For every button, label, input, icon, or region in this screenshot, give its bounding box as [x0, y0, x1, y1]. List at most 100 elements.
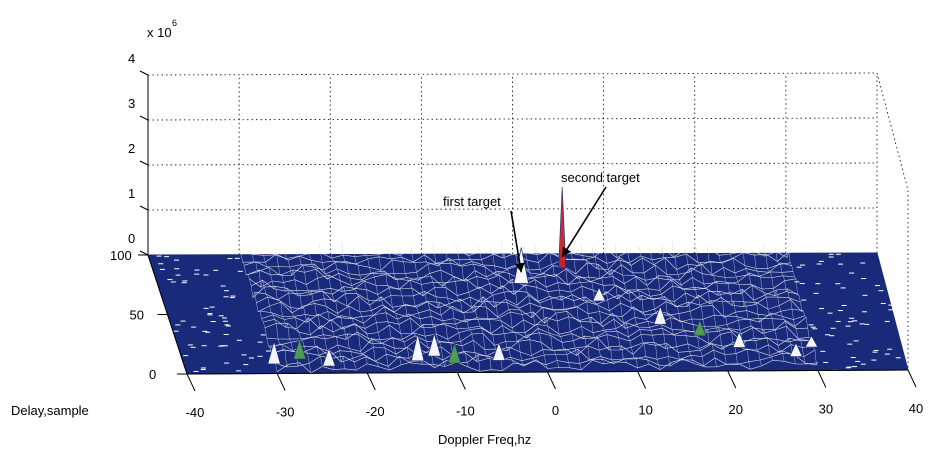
x-axis-label: Doppler Freq,hz [438, 432, 531, 447]
annotation-second-target: second target [561, 170, 640, 185]
z-tick-mark [139, 115, 149, 121]
x-tick-mark [186, 373, 196, 392]
z-tick-label: 0 [128, 231, 135, 246]
x-tick-label: 10 [638, 403, 652, 418]
mesh-col-line [455, 245, 492, 370]
x-tick-mark [817, 370, 827, 388]
mesh-col-line [705, 246, 740, 365]
annotation-first-target: first target [443, 194, 501, 209]
y-tick-label: 0 [149, 367, 156, 382]
x-tick-mark [547, 371, 556, 390]
x-tick-label: -20 [366, 404, 385, 419]
x-tick-mark [637, 371, 647, 389]
mesh-col-line [671, 240, 706, 368]
z-tick-label: 3 [128, 96, 135, 111]
z-tick-label: 2 [128, 141, 135, 156]
mesh-col-line [648, 248, 683, 361]
peak-6 [492, 341, 506, 361]
peak-4 [427, 332, 442, 357]
mesh-col-line [364, 253, 402, 365]
mesh-col-line [238, 246, 278, 372]
x-tick-label: -10 [456, 404, 475, 419]
peak-5 [447, 341, 462, 364]
peak-10 [732, 330, 747, 348]
peak-1 [292, 337, 307, 360]
mesh-col-line [284, 250, 323, 367]
z-tick-mark [139, 160, 149, 166]
mesh-col-line [444, 251, 481, 372]
mesh-col-line [352, 247, 391, 371]
x-tick-mark [907, 369, 917, 388]
mesh-col-line [398, 246, 436, 368]
mesh-col-line [500, 242, 537, 362]
mesh-col-line [375, 252, 413, 364]
peak-2 [322, 347, 336, 367]
z-tick-label: 4 [128, 51, 135, 66]
mesh-col-line [762, 245, 796, 365]
peak-3 [410, 333, 425, 362]
annotations: first target second target [443, 170, 640, 273]
mesh-col-line [523, 246, 560, 368]
mesh-col-line [717, 251, 751, 370]
z-tick-mark [139, 70, 149, 76]
x-tick-label: 0 [552, 403, 559, 418]
x-tick-label: -30 [276, 405, 295, 420]
mesh-col-line [535, 245, 571, 368]
y-tick-label: 100 [110, 248, 132, 263]
z-tick-mark [139, 250, 149, 256]
mesh-col-line [421, 247, 458, 363]
y-axis-label: Delay,sample [11, 403, 89, 418]
x-tick-label: 30 [819, 402, 833, 417]
mesh-col-line [261, 252, 300, 368]
peak-8 [653, 305, 668, 325]
mesh-col-line [694, 243, 728, 365]
mesh-col-line [603, 247, 638, 369]
mesh-col-line [409, 247, 447, 368]
x-tick-label: 20 [729, 402, 743, 417]
mesh-col-line [489, 246, 526, 367]
x-tick-mark [366, 372, 376, 391]
mesh-col-line [341, 241, 379, 367]
annotation-arrowhead [562, 246, 572, 257]
mesh-col-line [546, 251, 582, 370]
mesh-col-line [330, 245, 368, 364]
z-tick-mark [139, 205, 149, 211]
mesh-col-line [728, 250, 762, 366]
peak-0 [267, 340, 281, 365]
peak-7 [592, 286, 606, 302]
y-tick-label: 50 [130, 308, 144, 323]
mesh-col-line [478, 246, 514, 364]
back-grid-z-4 [147, 72, 878, 76]
mesh-col-line [637, 246, 672, 367]
z-multiplier-base: x 10 [147, 25, 172, 40]
mesh-col-line [580, 243, 616, 365]
x-tick-label: -40 [186, 405, 205, 420]
x-tick-mark [456, 372, 466, 390]
annotation-arrowhead [514, 262, 525, 273]
mesh-col-line [569, 245, 605, 364]
mesh-col-line [432, 243, 469, 368]
x-tick-mark [276, 373, 286, 391]
mesh-col-line [591, 246, 627, 363]
mesh-col-line [626, 248, 661, 370]
peaks [267, 187, 819, 367]
annotation-arrow-shaft [510, 210, 523, 273]
surface-mesh [147, 240, 909, 375]
mesh-col-line [614, 243, 650, 365]
mesh-col-line [683, 249, 717, 367]
mesh-col-line [250, 250, 289, 368]
peak-12 [804, 335, 819, 348]
peak-11 [789, 342, 803, 357]
mesh-col-line [273, 252, 312, 373]
peak-9 [692, 319, 707, 337]
z-multiplier-exponent: 6 [172, 18, 177, 28]
mesh-col-line [318, 242, 357, 371]
labels: x 10 6 Delay,sample Doppler Freq,hz [11, 18, 531, 447]
x-tick-label: 40 [909, 401, 923, 416]
mesh-col-line [660, 246, 695, 364]
mesh-col-line [774, 249, 807, 365]
mesh-col-line [307, 252, 345, 369]
z-tick-label: 1 [128, 186, 135, 201]
